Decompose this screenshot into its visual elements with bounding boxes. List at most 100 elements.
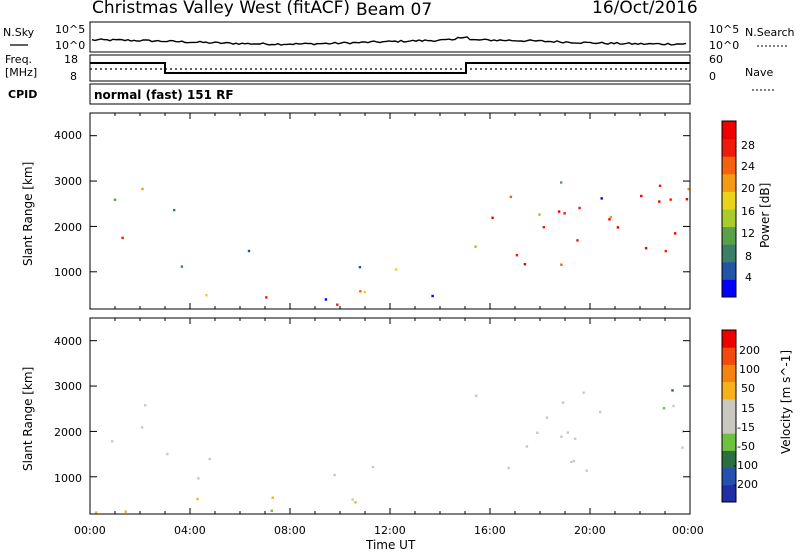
freq-tick-bottom: 8 xyxy=(70,70,77,83)
vel-data-cell-3-1 xyxy=(333,473,336,477)
power-data-cell-5-1 xyxy=(265,296,268,299)
power-colorbar xyxy=(721,120,737,298)
power-data-cell-6-14 xyxy=(616,226,620,229)
velocity-panel xyxy=(89,317,737,515)
velocity-ytick-1000: 1000 xyxy=(54,472,82,485)
power-data-cell-5-6 xyxy=(363,290,366,294)
velocity-cbar-tick-50: 50 xyxy=(741,382,755,395)
power-data-cell-6-1 xyxy=(669,198,672,201)
power-data-cell-5-2 xyxy=(205,294,208,297)
velocity-colorbar-swatch-2 xyxy=(722,450,736,469)
power-data-cell-3-1 xyxy=(247,249,251,253)
vel-data-cell-5-16 xyxy=(671,389,674,392)
power-data-cell-7-5 xyxy=(557,210,561,213)
vel-data-cell-4-5 xyxy=(351,498,354,501)
velocity-cbar-tick-200: 200 xyxy=(739,344,760,357)
power-data-cell-1-0 xyxy=(113,198,117,201)
power-ytick-3000: 3000 xyxy=(54,175,82,188)
vel-data-cell-5-6 xyxy=(681,446,684,449)
power-data-cell-5-3 xyxy=(324,298,328,301)
nsky-panel xyxy=(10,21,787,53)
power-ytick-1000: 1000 xyxy=(54,266,82,279)
velocity-colorbar-swatch-1 xyxy=(722,467,736,486)
power-data-cell-7-0 xyxy=(658,184,662,187)
freq-panel xyxy=(89,54,775,105)
power-panel xyxy=(89,112,737,310)
power-data-cell-4-1 xyxy=(394,268,398,271)
vel-data-cell-4-4 xyxy=(94,511,98,514)
vel-data-cell-1-0 xyxy=(166,452,169,456)
xtick-6: 00:00 xyxy=(672,524,704,537)
vel-data-cell-4-3 xyxy=(354,501,357,504)
velocity-cbar-tick-15: 15 xyxy=(741,402,755,415)
nsky-right-tick-bottom: 10^0 xyxy=(709,39,740,52)
power-data-cell-5-4 xyxy=(431,294,434,298)
vel-data-cell-5-13 xyxy=(573,437,577,440)
velocity-colorbar-swatch-3 xyxy=(722,433,736,451)
power-cbar-tick-24: 24 xyxy=(741,160,755,173)
velocity-cbar-tick-neg50: -50 xyxy=(737,440,755,453)
vel-data-cell-5-9 xyxy=(585,469,588,472)
power-data-cell-6-5 xyxy=(542,226,545,229)
vel-data-cell-5-12 xyxy=(536,431,539,434)
xtick-4: 16:00 xyxy=(474,524,506,537)
power-data-cell-4-0 xyxy=(358,266,362,269)
power-data-cell-3-0 xyxy=(180,265,184,268)
velocity-cbar-tick-neg15: -15 xyxy=(737,421,755,434)
nave-label: Nave xyxy=(745,66,774,79)
vel-data-cell-5-5 xyxy=(672,404,675,408)
power-colorbar-swatch-9 xyxy=(722,121,736,140)
power-cbar-tick-16: 16 xyxy=(741,205,755,218)
velocity-cbar-tick-neg200: -200 xyxy=(733,478,758,491)
power-cbar-tick-4: 4 xyxy=(745,271,752,284)
power-frame xyxy=(89,112,691,310)
power-data-cell-6-7 xyxy=(474,245,477,248)
power-data-cell-6-9 xyxy=(563,212,566,215)
velocity-frame xyxy=(89,317,691,515)
xtick-5: 20:00 xyxy=(574,524,606,537)
vel-data-cell-4-6 xyxy=(270,509,273,512)
power-data-cell-1-1 xyxy=(141,187,144,191)
vel-data-cell-5-17 xyxy=(599,410,602,414)
xaxis-label: Time UT xyxy=(366,538,416,552)
velocity-colorbar-swatch-6 xyxy=(722,381,736,400)
vel-data-cell-0-1 xyxy=(144,404,147,407)
station-title: Christmas Valley West (fitACF) xyxy=(92,0,351,18)
power-data-cell-7-1 xyxy=(687,187,690,191)
vel-data-cell-5-18 xyxy=(570,460,573,464)
freq-tick-top: 18 xyxy=(64,53,78,66)
power-data-cell-6-18 xyxy=(685,198,689,201)
power-data-cell-6-12 xyxy=(644,247,648,250)
power-data-cell-6-4 xyxy=(515,254,519,257)
nsky-left-tick-top: 10^5 xyxy=(55,23,86,36)
date-label: 16/Oct/2016 xyxy=(592,0,698,18)
power-colorbar-swatch-8 xyxy=(722,138,736,157)
velocity-colorbar-outline xyxy=(721,329,737,503)
nsky-trace xyxy=(91,36,687,46)
velocity-ytick-2000: 2000 xyxy=(54,426,82,439)
power-data-cell-5-5 xyxy=(336,303,339,306)
power-data xyxy=(113,181,690,306)
power-data-cell-6-8 xyxy=(608,218,611,221)
power-data-cell-7-4 xyxy=(609,215,612,219)
nsky-frame xyxy=(89,21,691,53)
xtick-3: 12:00 xyxy=(374,524,406,537)
freq-trace xyxy=(90,62,690,74)
velocity-colorbar-swatch-4 xyxy=(722,416,736,434)
xtick-0: 00:00 xyxy=(74,524,106,537)
power-ylabel: Slant Range [km] xyxy=(21,161,35,266)
xtick-2: 08:00 xyxy=(274,524,306,537)
power-data-cell-7-3 xyxy=(640,194,643,198)
vel-data-cell-0-0 xyxy=(140,426,144,429)
velocity-data xyxy=(94,389,684,514)
cpid-value: normal (fast) 151 RF xyxy=(94,88,234,102)
power-colorbar-swatch-5 xyxy=(722,191,736,210)
velocity-ylabel: Slant Range [km] xyxy=(21,366,35,471)
velocity-cbar-tick-100: 100 xyxy=(739,363,760,376)
nsky-left-tick-bottom: 10^0 xyxy=(55,39,86,52)
vel-data-cell-2-1 xyxy=(197,477,200,480)
nave-tick-bottom: 0 xyxy=(709,70,716,83)
power-colorbar-swatch-7 xyxy=(722,156,736,175)
velocity-ytick-3000: 3000 xyxy=(54,380,82,393)
